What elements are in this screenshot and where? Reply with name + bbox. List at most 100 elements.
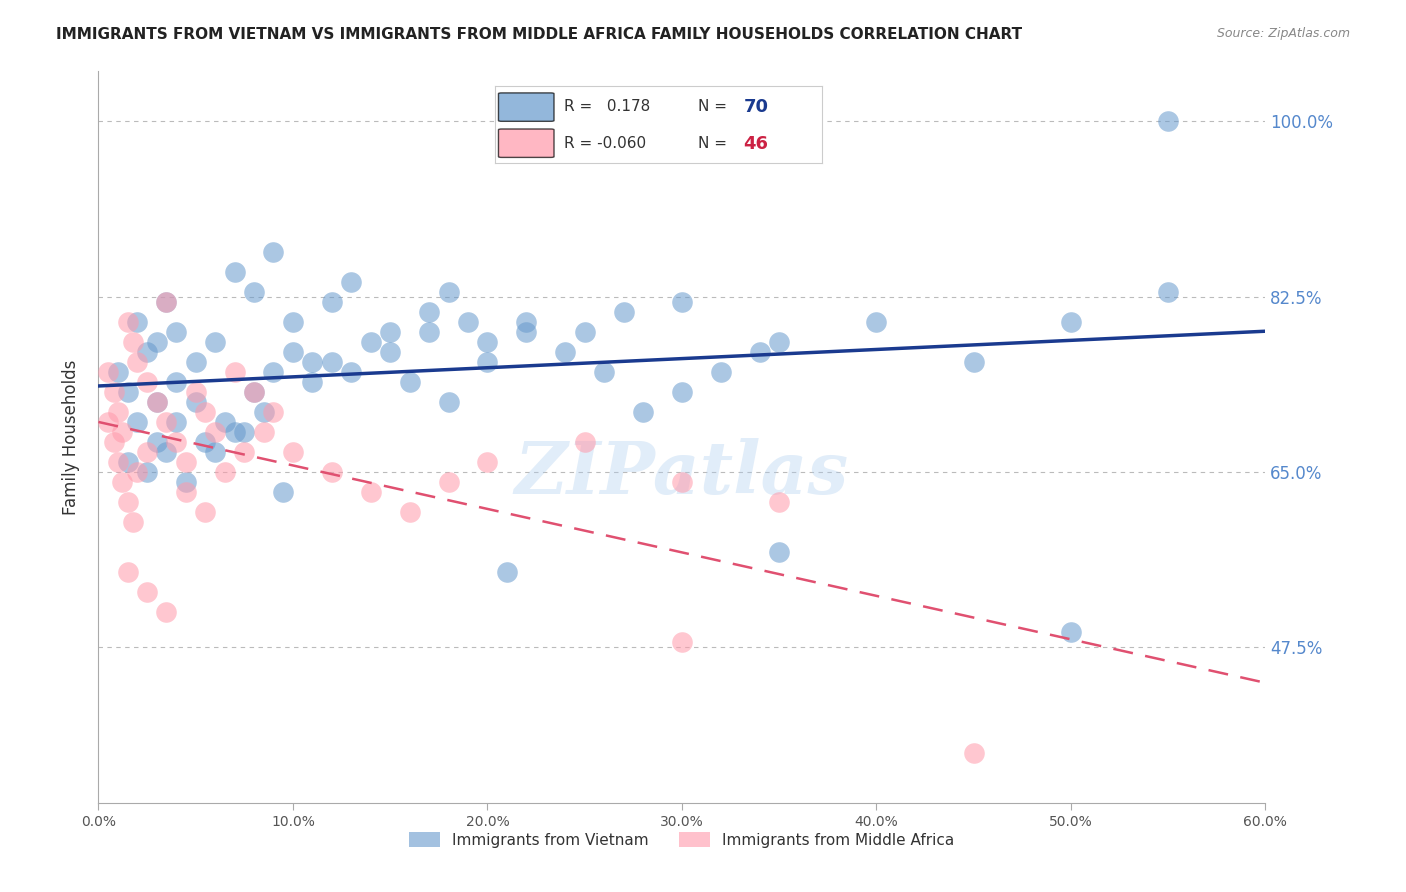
Point [174,475,197,490]
Point [554,345,576,359]
Point [1060,315,1083,329]
Legend: Immigrants from Vietnam, Immigrants from Middle Africa: Immigrants from Vietnam, Immigrants from… [404,825,960,854]
Point [593,365,616,379]
Point [146,395,169,409]
Point [243,384,266,399]
Point [437,395,460,409]
Point [457,315,479,329]
Point [321,355,343,369]
Point [262,244,284,259]
Point [127,465,149,479]
Point [380,325,402,339]
Text: IMMIGRANTS FROM VIETNAM VS IMMIGRANTS FROM MIDDLE AFRICA FAMILY HOUSEHOLDS CORRE: IMMIGRANTS FROM VIETNAM VS IMMIGRANTS FR… [56,27,1022,42]
Point [631,405,654,419]
Point [243,285,266,299]
Point [496,566,519,580]
Point [281,445,304,459]
Point [127,315,149,329]
Point [281,315,304,329]
Point [136,585,159,599]
Point [136,375,159,389]
Y-axis label: Family Households: Family Households [62,359,80,515]
Point [111,475,134,490]
Point [1060,625,1083,640]
Point [127,415,149,429]
Point [418,305,440,319]
Point [477,355,499,369]
Point [155,294,177,309]
Point [233,445,256,459]
Point [184,384,207,399]
Point [574,435,596,450]
Point [117,455,139,469]
Point [671,635,693,649]
Point [340,365,363,379]
Point [768,495,790,509]
Point [398,375,420,389]
Point [398,505,420,519]
Point [194,505,217,519]
Point [127,355,149,369]
Point [165,415,187,429]
Point [146,395,169,409]
Point [146,435,169,450]
Point [122,515,145,529]
Point [1157,285,1180,299]
Point [477,455,499,469]
Point [155,606,177,620]
Point [174,485,197,500]
Point [107,405,129,419]
Point [117,495,139,509]
Point [253,405,276,419]
Point [97,415,120,429]
Point [194,435,217,450]
Point [301,355,323,369]
Point [122,334,145,349]
Point [233,425,256,439]
Point [437,475,460,490]
Point [155,415,177,429]
Point [281,345,304,359]
Point [136,345,159,359]
Point [165,375,187,389]
Point [253,425,276,439]
Point [214,415,236,429]
Point [165,325,187,339]
Point [224,265,246,279]
Point [574,325,596,339]
Point [214,465,236,479]
Point [107,455,129,469]
Point [671,384,693,399]
Point [613,305,636,319]
Point [155,294,177,309]
Point [165,435,187,450]
Point [107,365,129,379]
Point [710,365,733,379]
Point [224,365,246,379]
Point [437,285,460,299]
Point [768,334,790,349]
Point [204,334,226,349]
Point [671,475,693,490]
Point [1157,114,1180,128]
Point [671,294,693,309]
Point [184,395,207,409]
Text: Source: ZipAtlas.com: Source: ZipAtlas.com [1216,27,1350,40]
Point [97,365,120,379]
Point [155,445,177,459]
Point [184,355,207,369]
Point [117,566,139,580]
Point [136,445,159,459]
Point [360,485,382,500]
Point [224,425,246,439]
Point [515,315,537,329]
Point [146,334,169,349]
Point [768,545,790,559]
Point [204,445,226,459]
Point [136,465,159,479]
Point [262,405,284,419]
Point [204,425,226,439]
Point [301,375,323,389]
Point [117,384,139,399]
Point [103,384,125,399]
